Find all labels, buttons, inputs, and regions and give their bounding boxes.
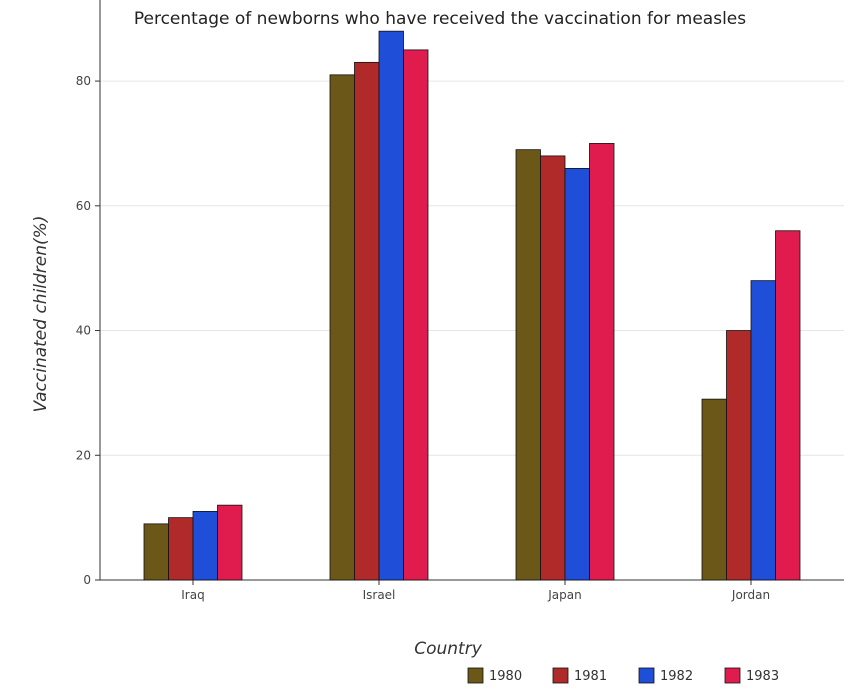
bar-1980-jordan [701, 398, 727, 581]
bar-1982-jordan [750, 280, 776, 581]
legend-label-1982: 1982 [660, 669, 693, 684]
y-tick-label: 20 [76, 448, 91, 462]
bar-1980-iraq [143, 523, 169, 581]
x-tick-label: Iraq [181, 588, 204, 602]
legend-label-1981: 1981 [574, 669, 607, 684]
bar-1982-iraq [192, 510, 218, 581]
y-tick-label: 60 [76, 199, 91, 213]
chart-title: Percentage of newborns who have received… [134, 9, 746, 29]
bar-1981-jordan [726, 330, 752, 581]
bar-1983-japan [589, 143, 615, 581]
bar-1981-japan [540, 155, 566, 581]
x-axis-label: Country [414, 639, 482, 659]
y-tick-label: 40 [76, 324, 91, 338]
legend-swatch-1983 [724, 667, 741, 684]
x-tick-label: Israel [363, 588, 396, 602]
y-tick-label: 0 [83, 573, 91, 587]
legend-swatch-1982 [638, 667, 655, 684]
plot-area: 0 20 40 60 80 Iraq Israel Japan Jordan [76, 0, 844, 602]
bar-1981-iraq [168, 517, 194, 581]
legend: 1980 1981 1982 1983 [467, 667, 779, 684]
bar-1980-japan [515, 149, 541, 581]
x-tick-label: Jordan [731, 588, 770, 602]
bar-1980-israel [329, 74, 355, 581]
legend-label-1980: 1980 [489, 669, 522, 684]
bar-1981-israel [354, 61, 380, 581]
bar-1983-jordan [775, 230, 801, 581]
bar-1983-israel [403, 49, 429, 581]
legend-label-1983: 1983 [746, 669, 779, 684]
bar-1983-iraq [217, 504, 243, 581]
legend-swatch-1980 [467, 667, 484, 684]
bar-1982-japan [564, 167, 590, 581]
x-tick-label: Japan [547, 588, 581, 602]
legend-swatch-1981 [552, 667, 569, 684]
bar-1982-israel [378, 30, 404, 581]
y-axis-label: Vaccinated children(%) [31, 216, 51, 413]
y-tick-label: 80 [76, 74, 91, 88]
